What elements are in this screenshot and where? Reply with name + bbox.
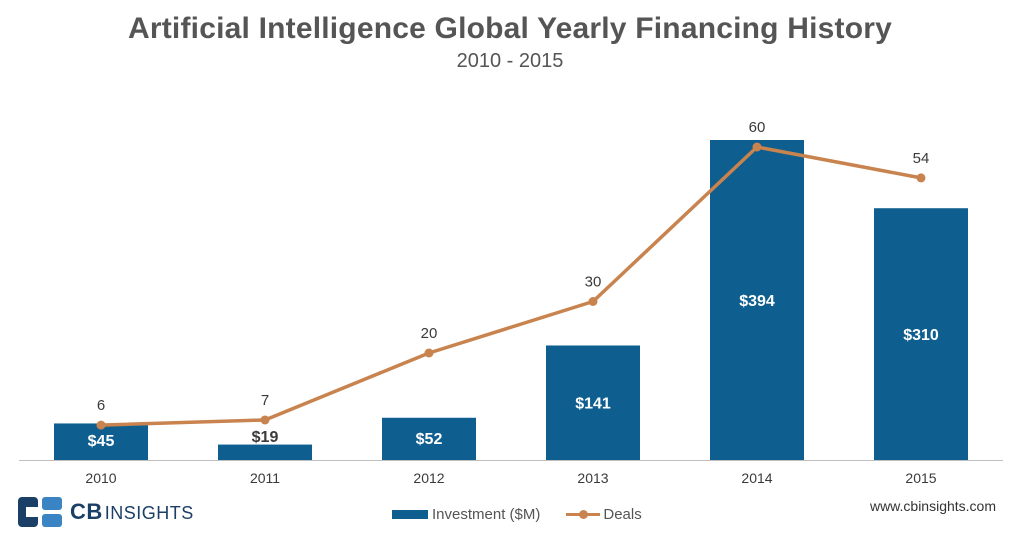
bar-2012 xyxy=(382,417,476,460)
deals-label-2014: 60 xyxy=(749,119,766,136)
chart-legend: Investment ($M) Deals xyxy=(392,506,642,523)
tick-label-2013: 2013 xyxy=(577,470,608,486)
deals-point-2013 xyxy=(588,297,598,306)
logo-wordmark: CB INSIGHTS xyxy=(70,499,194,524)
deals-label-2015: 54 xyxy=(913,150,930,167)
bar-label-2012: $52 xyxy=(416,431,443,448)
bar-label-2011: $19 xyxy=(252,429,279,446)
deals-line xyxy=(100,145,922,427)
chart-subtitle: 2010 - 2015 xyxy=(456,50,564,72)
deals-point-2012 xyxy=(424,348,434,358)
tick-label-2010: 2010 xyxy=(85,470,116,486)
bar-label-2014: $394 xyxy=(739,293,775,310)
legend-label-investment: Investment ($M) xyxy=(432,506,541,523)
deals-label-2013: 30 xyxy=(585,274,602,291)
deals-point-2014 xyxy=(752,142,762,152)
bar-label-2013: $141 xyxy=(575,396,611,413)
deals-point-2011 xyxy=(260,415,270,425)
tick-label-2011: 2011 xyxy=(250,470,280,486)
deals-label-2011: 7 xyxy=(261,392,269,409)
tick-label-2012: 2012 xyxy=(413,470,444,486)
tick-label-2014: 2014 xyxy=(741,470,772,486)
legend-label-deals: Deals xyxy=(603,506,642,523)
deals-point-2015 xyxy=(916,173,926,183)
cb-insights-logo-icon xyxy=(18,497,62,527)
deals-label-2010: 6 xyxy=(97,397,105,414)
legend-swatch-investment xyxy=(392,510,428,519)
chart-title: Artificial Intelligence Global Yearly Fi… xyxy=(128,12,892,45)
bar-2013 xyxy=(546,345,640,460)
bar-2015 xyxy=(874,208,968,460)
bar-2014 xyxy=(710,140,804,460)
legend-swatch-deals xyxy=(566,510,601,519)
website-url: www.cbinsights.com xyxy=(869,498,996,514)
bar-label-2010: $45 xyxy=(88,433,115,450)
bar-2011 xyxy=(218,444,312,460)
deals-point-2010 xyxy=(96,420,106,430)
deals-label-2012: 20 xyxy=(421,325,438,342)
tick-label-2015: 2015 xyxy=(905,470,936,486)
cb-insights-logo: CB INSIGHTS xyxy=(18,496,194,528)
bar-label-2015: $310 xyxy=(903,327,939,344)
